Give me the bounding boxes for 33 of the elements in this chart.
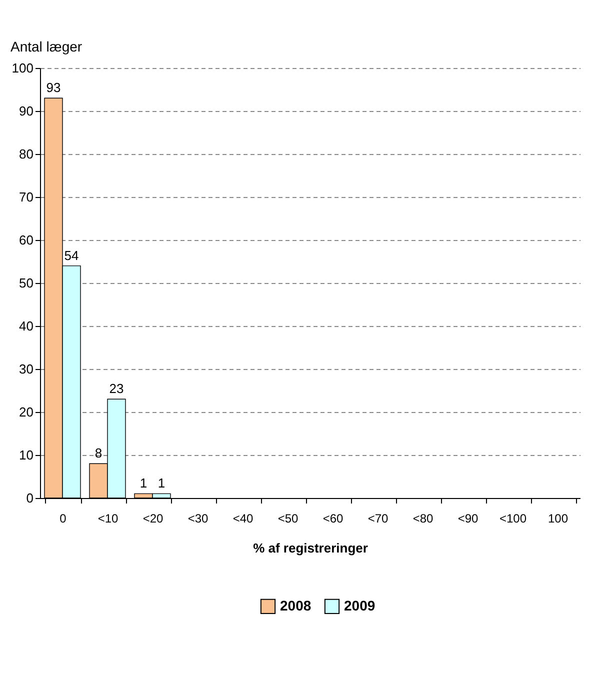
y-tick-label: 100: [12, 60, 34, 76]
x-tick-label: <60: [322, 512, 344, 526]
x-tick-label: <30: [188, 512, 208, 526]
y-axis-title: Antal læger: [10, 38, 82, 54]
x-tick-label: <80: [412, 512, 434, 526]
y-tick-label: 80: [19, 146, 34, 162]
x-tick-label: <10: [98, 512, 118, 526]
y-tick-label: 10: [19, 448, 34, 462]
legend-label: 2008: [280, 597, 312, 614]
x-tick-label: <50: [278, 512, 298, 526]
x-tick-label: <40: [232, 512, 254, 526]
data-label: 1: [140, 476, 148, 491]
data-label: 23: [109, 381, 124, 396]
y-tick-label: 90: [19, 104, 34, 118]
y-tick-label: 50: [19, 276, 34, 290]
data-label: 93: [46, 80, 61, 96]
x-tick-label: <100: [499, 512, 527, 526]
x-tick-label: 100: [548, 512, 568, 526]
y-tick-label: 40: [19, 318, 34, 334]
x-tick-label: <90: [458, 512, 478, 526]
y-tick-label: 0: [26, 490, 34, 506]
y-tick-label: 20: [19, 404, 34, 420]
x-tick-label: 0: [60, 512, 67, 526]
y-tick-label: 30: [19, 362, 34, 376]
data-label: 54: [64, 248, 79, 263]
x-axis-title: % af registreringer: [253, 540, 368, 556]
legend-label: 2009: [344, 597, 376, 614]
data-label: 8: [94, 446, 102, 461]
x-tick-label: <70: [368, 512, 388, 526]
data-label: 1: [158, 476, 166, 491]
y-tick-label: 60: [19, 232, 34, 248]
x-tick-label: <20: [142, 512, 164, 526]
y-tick-label: 70: [19, 190, 34, 204]
